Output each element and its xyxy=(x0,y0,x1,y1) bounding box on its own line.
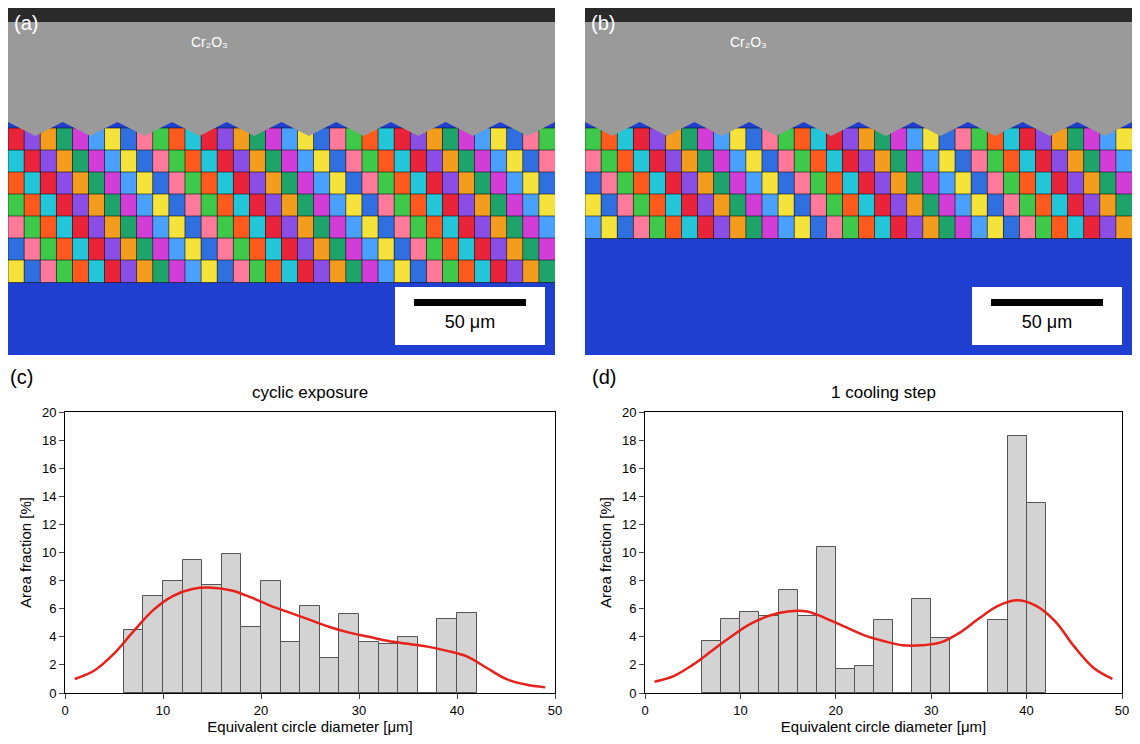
svg-text:20: 20 xyxy=(622,405,636,420)
svg-text:Equivalent circle diameter [μm: Equivalent circle diameter [μm] xyxy=(781,718,986,735)
svg-text:10: 10 xyxy=(622,545,636,560)
svg-text:Area fraction [%]: Area fraction [%] xyxy=(597,497,614,608)
svg-text:30: 30 xyxy=(924,703,938,718)
svg-text:14: 14 xyxy=(622,489,636,504)
svg-text:0: 0 xyxy=(629,686,636,701)
svg-text:12: 12 xyxy=(622,517,636,532)
svg-text:10: 10 xyxy=(156,703,170,718)
svg-text:0: 0 xyxy=(49,686,56,701)
svg-text:(d): (d) xyxy=(592,366,616,388)
svg-text:0: 0 xyxy=(61,703,68,718)
html-text:Cr₂O₃: Cr₂O₃ xyxy=(191,34,228,50)
svg-text:1 cooling step: 1 cooling step xyxy=(831,383,936,402)
svg-text:Equivalent circle diameter [μm: Equivalent circle diameter [μm] xyxy=(207,718,412,735)
svg-text:50: 50 xyxy=(1115,703,1129,718)
html-text:50 μm: 50 μm xyxy=(444,312,496,332)
svg-text:8: 8 xyxy=(629,573,636,588)
svg-text:16: 16 xyxy=(42,461,56,476)
html-text:(b): (b) xyxy=(591,12,616,34)
svg-text:0: 0 xyxy=(641,703,648,718)
svg-text:Area fraction [%]: Area fraction [%] xyxy=(17,497,34,608)
svg-text:6: 6 xyxy=(49,601,56,616)
html-text:50 μm: 50 μm xyxy=(1021,312,1073,332)
svg-text:14: 14 xyxy=(42,489,56,504)
html-text:Cr₂O₃: Cr₂O₃ xyxy=(730,34,767,50)
svg-text:20: 20 xyxy=(254,703,268,718)
svg-text:2: 2 xyxy=(49,657,56,672)
svg-text:40: 40 xyxy=(1019,703,1033,718)
svg-text:4: 4 xyxy=(49,629,56,644)
svg-text:12: 12 xyxy=(42,517,56,532)
svg-text:20: 20 xyxy=(42,405,56,420)
svg-text:8: 8 xyxy=(49,573,56,588)
svg-text:(c): (c) xyxy=(10,366,33,388)
svg-text:40: 40 xyxy=(450,703,464,718)
svg-text:20: 20 xyxy=(829,703,843,718)
svg-text:10: 10 xyxy=(42,545,56,560)
svg-text:cyclic exposure: cyclic exposure xyxy=(252,383,368,402)
svg-text:6: 6 xyxy=(629,601,636,616)
html-text:(a): (a) xyxy=(14,12,39,34)
svg-text:4: 4 xyxy=(629,629,636,644)
svg-text:16: 16 xyxy=(622,461,636,476)
svg-text:2: 2 xyxy=(629,657,636,672)
svg-text:18: 18 xyxy=(42,433,56,448)
svg-text:50: 50 xyxy=(548,703,562,718)
svg-text:30: 30 xyxy=(352,703,366,718)
svg-text:18: 18 xyxy=(622,433,636,448)
svg-text:10: 10 xyxy=(733,703,747,718)
